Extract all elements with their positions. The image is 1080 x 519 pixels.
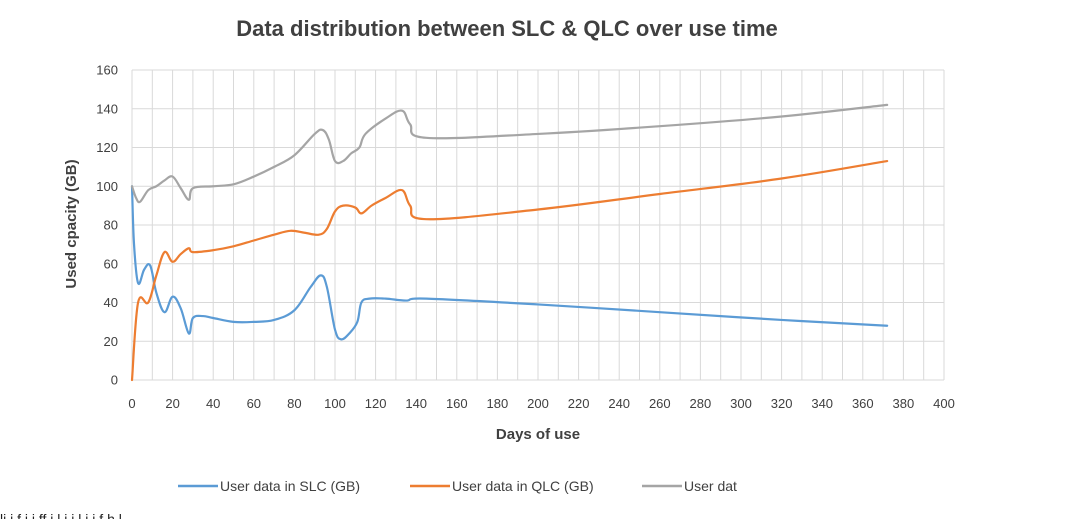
x-tick-label: 400 (933, 396, 955, 411)
x-axis-label: Days of use (496, 426, 580, 443)
y-tick-labels: 0 20 40 60 80 100 120 140 160 (96, 63, 118, 388)
x-tick-label: 200 (527, 396, 549, 411)
x-tick-label: 140 (405, 396, 427, 411)
series-line-1 (130, 185, 889, 341)
x-tick-label: 120 (365, 396, 387, 411)
legend: User data in SLC (GB) User data in QLC (G… (178, 478, 737, 494)
y-tick-label: 60 (104, 256, 118, 271)
y-tick-label: 0 (111, 373, 118, 388)
y-tick-label: 140 (96, 101, 118, 116)
x-tick-label: 280 (690, 396, 712, 411)
x-tick-label: 100 (324, 396, 346, 411)
legend-label-1: User data in SLC (GB) (220, 478, 360, 494)
x-tick-label: 360 (852, 396, 874, 411)
chart-title: Data distribution between SLC & QLC over… (236, 16, 778, 41)
y-tick-label: 160 (96, 63, 118, 78)
x-tick-label: 180 (487, 396, 509, 411)
y-tick-label: 120 (96, 140, 118, 155)
legend-label-3: User dat (684, 478, 737, 494)
x-tick-label: 20 (165, 396, 179, 411)
x-tick-label: 340 (811, 396, 833, 411)
y-tick-label: 40 (104, 295, 118, 310)
x-tick-label: 300 (730, 396, 752, 411)
x-tick-label: 380 (893, 396, 915, 411)
x-tick-label: 60 (247, 396, 261, 411)
series-line-3 (130, 103, 889, 204)
legend-label-2: User data in QLC (GB) (452, 478, 594, 494)
series-line-2 (130, 159, 889, 382)
x-tick-labels: 0 20 40 60 80 100 120 140 160 180 200 220 240 260 280 3… (128, 396, 954, 411)
gridlines (131, 69, 945, 381)
y-axis-label: Used cpacity (GB) (63, 159, 80, 288)
cropped-body-text: li i f i i ff i l i i l i i f h l (0, 511, 122, 519)
y-tick-label: 20 (104, 334, 118, 349)
x-tick-label: 40 (206, 396, 220, 411)
x-tick-label: 320 (771, 396, 793, 411)
series-lines (130, 103, 889, 382)
y-tick-label: 80 (104, 218, 118, 233)
x-tick-label: 240 (608, 396, 630, 411)
y-tick-label: 100 (96, 179, 118, 194)
x-tick-label: 260 (649, 396, 671, 411)
x-tick-label: 80 (287, 396, 301, 411)
x-tick-label: 160 (446, 396, 468, 411)
legend-occlusion (752, 470, 912, 502)
x-tick-label: 220 (568, 396, 590, 411)
x-tick-label: 0 (128, 396, 135, 411)
